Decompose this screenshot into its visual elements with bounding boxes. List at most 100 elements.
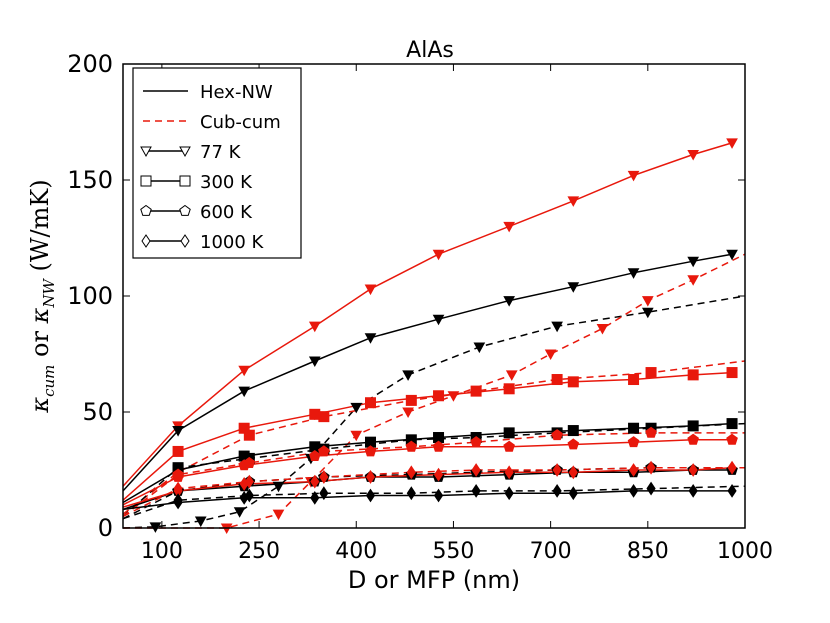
- data-point-16-3: [319, 486, 329, 501]
- data-point-5-10: [726, 367, 738, 379]
- data-point-5-8: [628, 374, 640, 386]
- data-point-5-6: [503, 383, 515, 395]
- data-point-4-4: [350, 430, 363, 442]
- data-point-15-4: [365, 488, 376, 503]
- data-point-9-4: [364, 445, 377, 457]
- series-line-5: [122, 371, 733, 501]
- data-point-9-10: [726, 433, 738, 445]
- y-axis-label: κcum or κNW (W/mK): [26, 179, 58, 413]
- y-tick-label: 50: [82, 398, 113, 426]
- data-point-3-7: [402, 370, 414, 381]
- data-point-13-3: [310, 474, 320, 489]
- series-line-8: [122, 422, 746, 517]
- data-point-14-6: [552, 463, 562, 477]
- series-line-15: [122, 490, 732, 511]
- data-point-10-4: [405, 440, 418, 452]
- data-point-13-9: [688, 463, 698, 477]
- data-point-9-8: [627, 436, 640, 448]
- y-axis: 0 50 100 150 200: [67, 50, 745, 542]
- data-point-5-9: [687, 369, 699, 381]
- x-tick-label: 400: [335, 539, 377, 564]
- data-point-16-1: [173, 493, 183, 508]
- data-point-10-1: [172, 468, 184, 480]
- data-point-1-3: [308, 321, 321, 333]
- data-point-14-7: [646, 460, 656, 475]
- data-point-13-6: [504, 465, 514, 480]
- data-point-7-10: [726, 418, 738, 430]
- data-point-13-4: [365, 470, 376, 484]
- data-point-5-1: [172, 445, 184, 457]
- data-point-9-7: [567, 438, 580, 450]
- legend-label: Cub-cum: [200, 112, 281, 133]
- legend-marker-left: [140, 175, 152, 187]
- x-axis-label: D or MFP (nm): [348, 566, 520, 594]
- y-tick-label: 100: [67, 282, 113, 310]
- legend-marker-right: [180, 234, 190, 248]
- data-point-15-3: [310, 490, 320, 505]
- series-line-3: [122, 295, 746, 529]
- data-point-13-8: [628, 463, 639, 477]
- data-point-5-3: [309, 408, 321, 420]
- legend: Hex-NW Cub-cum 77 K 300 K 600 K 1000 K: [132, 67, 302, 259]
- data-point-9-3: [309, 449, 321, 461]
- data-point-5-4: [365, 397, 377, 409]
- data-point-1-10: [726, 138, 738, 149]
- data-point-10-5: [470, 436, 482, 448]
- data-point-3-9: [551, 321, 563, 333]
- data-point-3-3: [233, 507, 246, 518]
- data-point-4-10: [641, 296, 654, 307]
- data-point-16-5: [471, 483, 481, 498]
- data-point-2-5: [432, 314, 445, 326]
- series-line-13: [122, 466, 733, 508]
- legend-label: 1000 K: [200, 232, 265, 253]
- x-tick-label: 250: [238, 539, 280, 564]
- data-point-3-8: [473, 342, 486, 354]
- data-point-1-9: [687, 149, 700, 161]
- data-point-15-8: [628, 483, 639, 498]
- data-point-6-5: [470, 385, 482, 397]
- x-axis: 100 250 400 550 700 850 1000: [141, 64, 773, 564]
- data-point-1-4: [364, 284, 377, 296]
- data-point-6-3: [318, 411, 330, 423]
- data-point-7-9: [687, 420, 699, 432]
- data-point-4-8: [544, 349, 557, 361]
- legend-label: 600 K: [200, 202, 253, 223]
- legend-marker-right: [179, 146, 191, 158]
- data-point-6-6: [551, 374, 563, 386]
- data-point-7-6: [503, 427, 515, 439]
- data-point-2-10: [726, 249, 738, 261]
- data-point-14-4: [406, 465, 416, 480]
- series-line-2: [122, 253, 733, 492]
- data-point-4-5: [402, 407, 414, 419]
- data-point-7-7: [567, 425, 579, 437]
- data-point-15-10: [727, 483, 737, 498]
- data-point-10-6: [551, 429, 563, 441]
- data-point-7-8: [628, 422, 640, 434]
- data-point-9-6: [503, 440, 515, 452]
- data-point-5-7: [567, 376, 579, 388]
- legend-marker-right: [179, 175, 191, 187]
- data-point-9-9: [687, 433, 699, 445]
- data-point-2-8: [627, 268, 640, 279]
- series-line-14: [122, 466, 745, 518]
- data-point-15-9: [688, 483, 698, 498]
- x-tick-label: 550: [432, 539, 474, 564]
- legend-marker-right: [179, 204, 191, 216]
- data-point-4-11: [687, 275, 700, 286]
- data-point-4-7: [505, 370, 518, 381]
- data-point-16-4: [406, 486, 416, 501]
- data-point-6-2: [243, 429, 255, 441]
- data-point-3-2: [194, 516, 207, 528]
- legend-marker-left: [140, 204, 152, 216]
- legend-marker-left: [140, 146, 152, 158]
- data-point-14-5: [471, 463, 481, 477]
- data-point-6-7: [645, 367, 657, 379]
- data-point-15-6: [504, 486, 514, 501]
- data-point-10-2: [243, 456, 256, 468]
- data-point-2-1: [172, 426, 184, 437]
- data-point-15-5: [433, 488, 444, 503]
- data-point-2-2: [238, 386, 251, 398]
- legend-label: 300 K: [200, 172, 253, 193]
- data-point-3-6: [350, 402, 363, 414]
